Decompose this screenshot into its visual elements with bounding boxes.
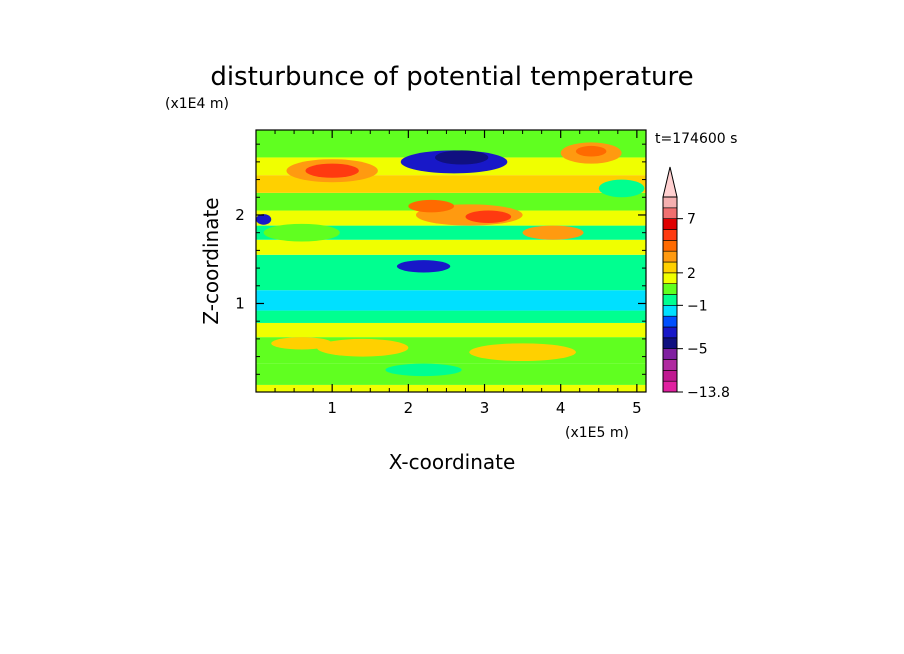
colorbar-box [662,326,678,339]
colorbar-box [662,240,678,252]
colorbar-box [662,261,678,274]
colorbar-box [662,359,678,371]
colorbar-box [662,305,678,317]
x-tick-label: 5 [632,399,642,417]
colorbar-box [662,294,678,306]
field-feature [316,338,409,357]
time-label: t=174600 s [655,131,737,147]
colorbar-label: −5 [687,342,708,358]
field-feature [256,214,272,225]
field-band [256,254,646,273]
field-feature [396,260,451,273]
x-tick-label: 3 [480,399,490,417]
y-axis: 12 [235,143,646,375]
field-feature [305,163,359,178]
field-feature [575,145,607,157]
colorbar-label: 2 [687,266,696,282]
field-band [256,192,646,211]
plot-frame [255,129,647,393]
field-feature [469,343,576,362]
field-band [256,322,646,338]
colorbar-box [662,218,678,230]
y-axis-label: Z-coordinate [199,197,223,324]
colorbar-label: −1 [687,298,708,314]
colorbar-box [662,380,678,393]
y-tick-label: 2 [235,206,245,224]
x-tick-label: 4 [556,399,566,417]
field-band [256,363,646,385]
field-band [256,290,646,311]
field-feature [271,337,333,350]
colorbar-label: 7 [687,212,696,228]
colorbar-box [662,315,678,328]
contour-field [256,130,646,392]
field-feature [465,210,512,223]
y-unit-label: (x1E4 m) [165,96,229,112]
colorbar-box [662,229,678,241]
field-feature [522,225,584,240]
colorbar-box [662,348,678,360]
field-feature [263,223,340,242]
colorbar-box [662,283,678,295]
colorbar-box [662,196,678,209]
x-tick-label: 1 [327,399,337,417]
x-axis-label: X-coordinate [389,450,516,474]
field-band [256,310,646,323]
colorbar-box [662,207,678,219]
field-band [256,384,646,392]
field-band [256,272,646,291]
x-tick-label: 2 [404,399,414,417]
x-unit-label: (x1E5 m) [565,425,629,441]
colorbar-box [662,370,678,382]
colorbar-box [662,272,678,284]
chart-title: disturbunce of potential temperature [210,62,693,92]
field-band [256,239,646,255]
colorbar-box [662,250,678,263]
field-feature [435,150,489,165]
field-feature [598,179,645,198]
y-tick-label: 1 [235,294,245,312]
colorbar-frame [662,196,678,393]
colorbar-box [662,337,678,349]
x-axis: 1 2 3 4 5 [274,130,642,417]
colorbar: 7 2 −1 −5 −13.8 [662,166,730,401]
colorbar-label: −13.8 [687,385,730,401]
field-feature [408,199,455,213]
field-feature [385,363,462,377]
